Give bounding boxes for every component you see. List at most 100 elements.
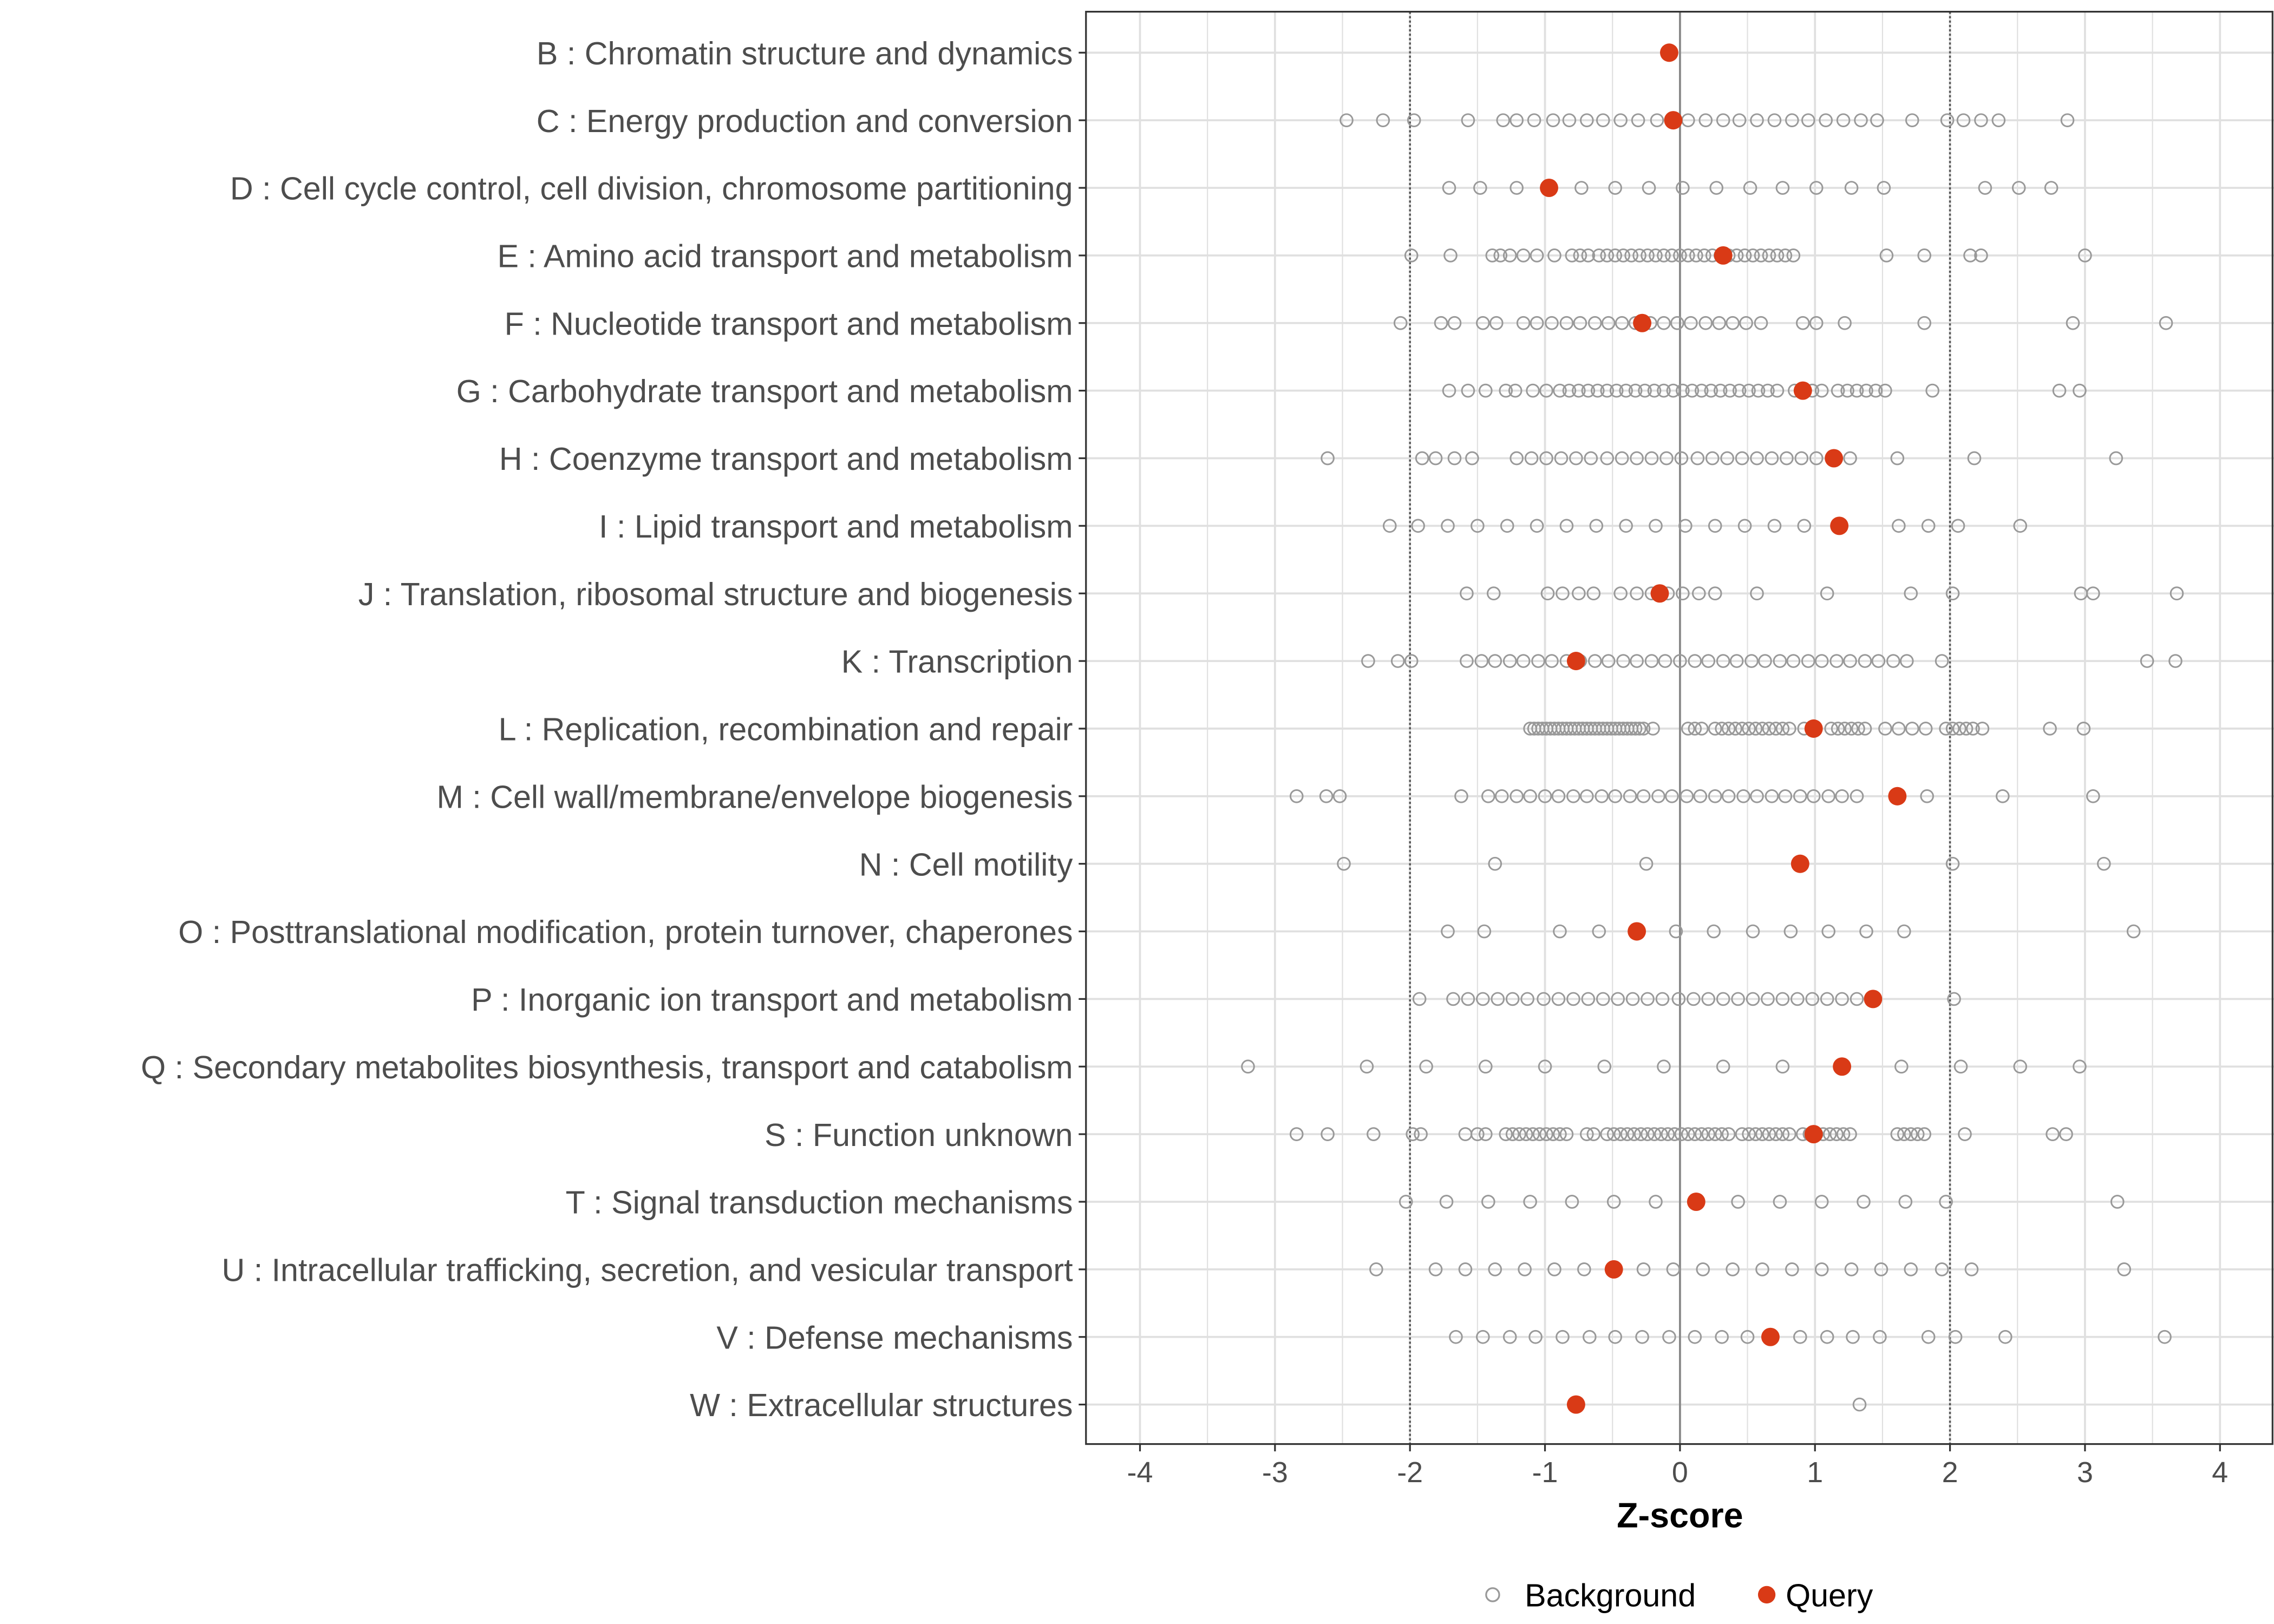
background-point	[1793, 1330, 1807, 1344]
background-point	[1428, 1262, 1443, 1276]
background-point	[1831, 722, 1845, 736]
background-point	[1488, 654, 1502, 668]
background-point	[1321, 451, 1335, 466]
query-point	[1761, 1327, 1780, 1346]
background-point	[2044, 181, 2059, 195]
background-point	[1846, 1330, 1860, 1344]
background-point	[1572, 586, 1586, 601]
background-point	[1619, 383, 1633, 398]
background-point	[1762, 1127, 1776, 1141]
background-point	[1551, 789, 1566, 803]
category-label: P : Inorganic ion transport and metaboli…	[471, 981, 1073, 1018]
background-point	[1732, 113, 1747, 127]
background-point	[1910, 1127, 1925, 1141]
background-point	[1419, 1059, 1433, 1074]
background-point	[1870, 113, 1884, 127]
background-point	[1611, 992, 1625, 1006]
background-point	[1569, 451, 1583, 466]
query-point	[1604, 1260, 1623, 1279]
background-point	[1694, 383, 1709, 398]
background-point	[1473, 181, 1487, 195]
background-point	[1843, 654, 1857, 668]
background-point	[1590, 383, 1605, 398]
background-point	[1658, 654, 1672, 668]
background-point	[1674, 451, 1689, 466]
category-label: O : Posttranslational modification, prot…	[178, 914, 1073, 950]
background-point	[1655, 992, 1670, 1006]
background-point	[1892, 722, 1906, 736]
background-point	[1449, 1330, 1463, 1344]
background-point	[1556, 1330, 1570, 1344]
background-point	[1376, 113, 1390, 127]
background-point	[1935, 654, 1949, 668]
query-point	[1804, 719, 1823, 738]
background-point	[1767, 519, 1782, 533]
background-point	[1577, 1262, 1591, 1276]
background-point	[1615, 451, 1629, 466]
background-point	[1958, 1127, 1972, 1141]
query-point	[1793, 381, 1812, 400]
background-point	[1897, 1127, 1911, 1141]
background-point	[1720, 451, 1734, 466]
background-point	[1547, 1262, 1561, 1276]
background-point	[1890, 451, 1905, 466]
background-point	[1532, 1127, 1547, 1141]
background-point	[1636, 1262, 1651, 1276]
background-point	[1512, 1127, 1526, 1141]
background-point	[1821, 924, 1835, 939]
background-point	[1665, 789, 1679, 803]
background-point	[1406, 1127, 1420, 1141]
background-point	[1945, 586, 1960, 601]
background-point	[1858, 722, 1872, 736]
background-point	[1559, 519, 1574, 533]
background-point	[1732, 383, 1747, 398]
background-point	[1740, 1330, 1755, 1344]
query-point	[1566, 652, 1585, 671]
background-point	[1945, 722, 1960, 736]
background-point	[1721, 789, 1736, 803]
background-point	[1647, 383, 1662, 398]
points-layer	[1241, 43, 2184, 1414]
background-point	[1476, 316, 1490, 330]
background-point	[1780, 451, 1794, 466]
background-point	[1481, 789, 1495, 803]
background-point	[1755, 722, 1769, 736]
background-point	[1959, 722, 1974, 736]
background-point	[1966, 722, 1980, 736]
background-point	[1584, 451, 1598, 466]
background-point	[1460, 586, 1474, 601]
category-label: U : Intracellular trafficking, secretion…	[221, 1252, 1073, 1288]
background-point	[2086, 789, 2100, 803]
background-point	[1649, 1195, 1663, 1209]
background-point	[1945, 856, 1960, 871]
background-point	[1890, 1127, 1905, 1141]
background-point	[1481, 1195, 1495, 1209]
background-point	[1805, 992, 1820, 1006]
background-point	[1523, 789, 1537, 803]
background-point	[1822, 1127, 1837, 1141]
query-point	[1566, 1395, 1585, 1414]
background-point	[1897, 924, 1911, 939]
background-point	[1596, 113, 1610, 127]
background-point	[1399, 1195, 1413, 1209]
background-point	[1412, 992, 1427, 1006]
background-point	[1850, 992, 1864, 1006]
background-point	[2158, 1330, 2172, 1344]
background-point	[1458, 1262, 1473, 1276]
background-point	[1844, 722, 1859, 736]
query-point	[1804, 1125, 1823, 1144]
background-point	[1920, 789, 1934, 803]
background-point	[1705, 451, 1720, 466]
background-point	[1624, 248, 1638, 263]
background-point	[1715, 722, 1729, 736]
background-point	[1553, 383, 1567, 398]
background-point	[1644, 451, 1659, 466]
background-point	[1905, 722, 1919, 736]
background-point	[1539, 383, 1553, 398]
background-point	[1510, 181, 1524, 195]
background-point	[1447, 316, 1462, 330]
legend-background-key	[1485, 1587, 1500, 1602]
background-point	[1657, 383, 1671, 398]
background-point	[1704, 383, 1718, 398]
background-point	[1873, 1330, 1887, 1344]
